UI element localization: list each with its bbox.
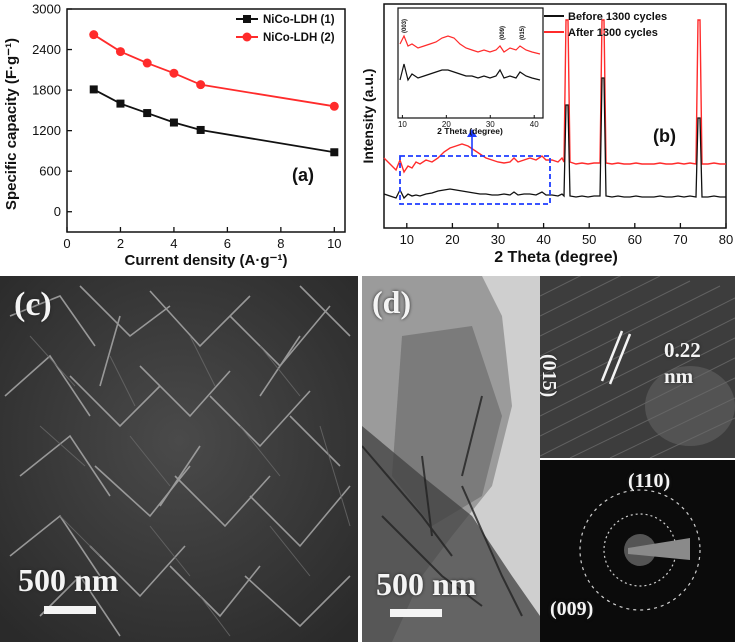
chart-a-xtick-label: 10: [327, 236, 341, 251]
chart-a-xtick-label: 6: [224, 236, 231, 251]
chart-b-xtick-label: 50: [582, 232, 596, 247]
chart-b-xtick-label: 80: [719, 232, 733, 247]
chart-b-frame: [383, 3, 727, 229]
chart-b-xlabel: 2 Theta (degree): [494, 249, 618, 266]
lattice-marker-line-1: [600, 330, 624, 382]
chart-a-point-series-1: [143, 109, 152, 118]
chart-a-series-line-2: [93, 33, 335, 108]
chart-a-point-series-1: [330, 148, 339, 157]
tem-scale-bar: [390, 609, 442, 617]
chart-a: 0 2 4 6 8 10 0 600 1200 1800 2400 3000 Specific cap…: [3, 2, 346, 269]
inset-xtick-label: 10: [398, 120, 407, 129]
saed-ring-pattern: [540, 460, 735, 642]
lattice-marker-line-2: [608, 333, 632, 385]
chart-a-xtick-label: 0: [63, 236, 70, 251]
chart-b-inset: (003) (009) (015) 10 20 30 40 2 Theta (degr…: [397, 7, 544, 136]
inset-xtick-label: 20: [442, 120, 451, 129]
sem-panel-label: (c): [14, 286, 52, 323]
inset-xtick-label: 30: [486, 120, 495, 129]
tem-panel-label: (d): [372, 284, 412, 320]
chart-a-panel-label: (a): [292, 165, 314, 185]
chart-a-point-series-2: [329, 101, 339, 111]
chart-b-xtick-label: 30: [491, 232, 505, 247]
sem-scale-label: 500 nm: [18, 562, 119, 598]
chart-b-zoom-box: [399, 155, 551, 205]
tem-image: (d) 500 nm: [362, 276, 540, 642]
chart-b-trace-after: [383, 19, 726, 174]
inset-xtick-label: 40: [530, 120, 539, 129]
sem-nanosheet-texture: [0, 276, 358, 642]
chart-b-inset-trace-after: [399, 34, 541, 55]
chart-a-ytick-label: 0: [54, 204, 61, 219]
chart-a-ytick-label: 3000: [32, 2, 61, 17]
inset-peak-015: (015): [520, 26, 526, 40]
sem-scale-bar: [44, 606, 96, 614]
sem-image: (c) 500 nm: [0, 276, 358, 642]
inset-peak-009: (009): [500, 26, 506, 40]
chart-a-legend: NiCo-LDH (1) NiCo-LDH (2): [236, 14, 335, 44]
chart-b-legend-series-1: Before 1300 cycles: [568, 11, 667, 23]
chart-a-ytick-label: 1200: [32, 123, 61, 138]
hrtem-lattice-texture: [540, 276, 735, 458]
chart-a-legend-series-1: NiCo-LDH (1): [263, 14, 335, 26]
chart-a-frame: [66, 8, 346, 233]
chart-a-xtick-label: 2: [117, 236, 124, 251]
chart-b-ylabel: Intensity (a.u.): [360, 69, 376, 164]
chart-a-point-series-2: [142, 58, 152, 68]
chart-b-panel-label: (b): [653, 126, 676, 146]
chart-a-series: [89, 30, 339, 157]
chart-b-legend: Before 1300 cycles After 1300 cycles: [544, 11, 667, 39]
hrtem-spacing-value: 0.22: [664, 338, 701, 362]
chart-a-ytick-label: 1800: [32, 83, 61, 98]
chart-a-point-series-1: [169, 118, 178, 127]
chart-a-ticks: 0 2 4 6 8 10 0 600 1200 1800 2400 3000: [32, 2, 341, 252]
chart-a-point-series-1: [89, 85, 98, 94]
chart-a-ytick-label: 600: [39, 164, 61, 179]
chart-b-trace-before: [383, 77, 726, 200]
tem-sheet-texture: [362, 276, 540, 642]
chart-b-xtick-label: 40: [536, 232, 550, 247]
chart-a-point-series-1: [116, 99, 125, 108]
chart-a-ylabel: Specific capacity (F·g⁻¹): [3, 38, 20, 210]
chart-a-point-series-2: [196, 80, 206, 90]
inset-xlabel: 2 Theta (degree): [437, 126, 503, 136]
chart-a-series-line-1: [93, 88, 335, 154]
chart-a-point-series-1: [196, 125, 205, 134]
chart-b-zoom-arrowhead: [467, 129, 477, 137]
chart-b-xtick-label: 70: [673, 232, 687, 247]
chart-b: 10 20 30 40 50 60 70 80 (003) (009) (015) 10 20 3…: [360, 3, 733, 266]
chart-a-xtick-label: 8: [277, 236, 284, 251]
chart-a-xtick-label: 4: [170, 236, 177, 251]
hrtem-spacing-unit: nm: [664, 364, 694, 388]
chart-b-xtick-label: 20: [445, 232, 459, 247]
chart-b-xtick-label: 60: [628, 232, 642, 247]
inset-peak-003: (003): [402, 19, 408, 33]
chart-b-ticks: 10 20 30 40 50 60 70 80: [400, 223, 733, 247]
chart-a-ytick-label: 2400: [32, 42, 61, 57]
chart-b-inset-trace-before: [399, 63, 541, 82]
chart-a-point-series-2: [169, 68, 179, 78]
chart-b-xtick-label: 10: [400, 232, 414, 247]
chart-b-legend-series-2: After 1300 cycles: [568, 27, 658, 39]
chart-a-xlabel: Current density (A·g⁻¹): [125, 252, 288, 269]
chart-a-legend-series-2: NiCo-LDH (2): [263, 32, 335, 44]
tem-scale-label: 500 nm: [376, 566, 477, 602]
saed-110-label: (110): [628, 470, 671, 492]
chart-a-point-series-2: [115, 47, 125, 57]
saed-image: (110) (009): [540, 460, 735, 642]
saed-009-label: (009): [550, 598, 594, 620]
hrtem-plane-label: (015): [540, 354, 560, 398]
hrtem-image: (015) 0.22 nm: [540, 276, 735, 458]
chart-a-point-series-2: [89, 30, 99, 40]
